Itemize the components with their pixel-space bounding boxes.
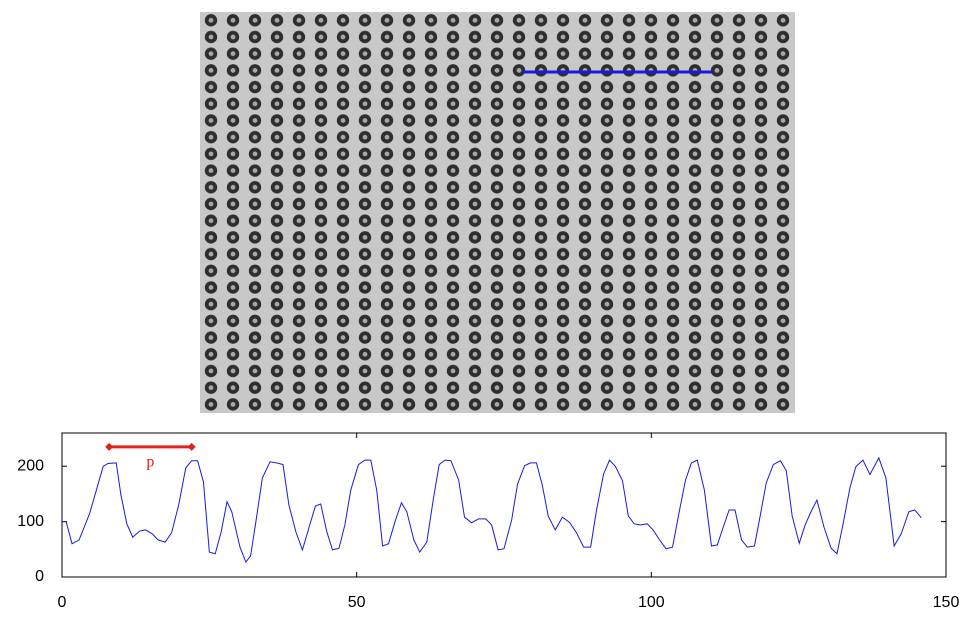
data-line [62, 456, 922, 564]
arrow-head [105, 442, 114, 451]
micrograph [200, 12, 795, 413]
annotation-label: p [146, 454, 154, 471]
x-tick-label: 100 [638, 594, 665, 611]
x-tick-label: 150 [933, 594, 960, 611]
x-tick-label: 0 [58, 594, 67, 611]
arrow-head [187, 442, 196, 451]
x-tick-label: 50 [348, 594, 366, 611]
y-tick-label: 100 [17, 513, 44, 530]
y-tick-label: 0 [35, 568, 44, 585]
plot-frame [61, 432, 947, 578]
y-tick-label: 200 [17, 457, 44, 474]
